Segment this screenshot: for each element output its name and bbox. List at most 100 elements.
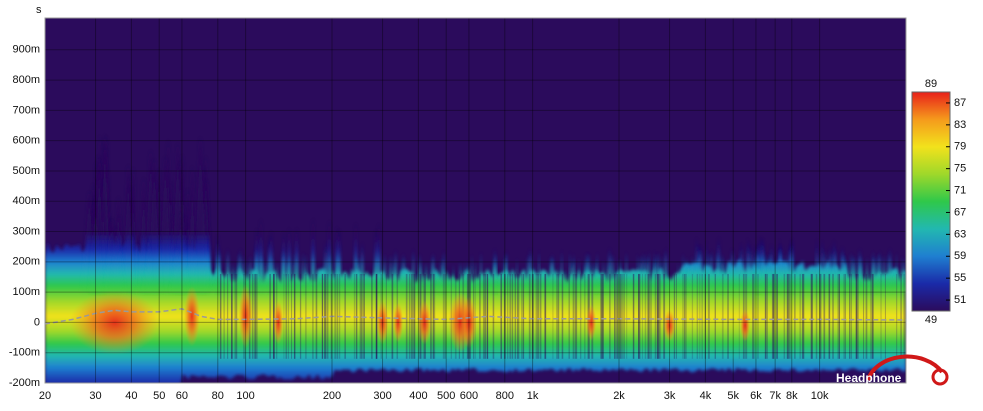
spike	[515, 257, 519, 293]
striation	[647, 273, 649, 359]
spike	[622, 271, 626, 293]
spike	[627, 274, 632, 293]
spike	[275, 261, 280, 293]
striation	[811, 273, 813, 359]
striation	[644, 273, 647, 359]
striation	[802, 273, 804, 359]
spike	[506, 274, 511, 293]
striation	[765, 273, 767, 359]
striation	[794, 273, 796, 359]
x-tick-label: 6k	[750, 390, 762, 402]
spike	[193, 136, 208, 293]
spike	[858, 265, 861, 293]
spike	[223, 274, 227, 293]
spike	[797, 260, 802, 293]
striation	[283, 273, 285, 359]
striation	[849, 273, 851, 359]
spike	[594, 259, 599, 293]
colorbar-tick-label: 83	[954, 119, 966, 131]
striation	[870, 273, 872, 359]
spike	[373, 228, 379, 293]
spike	[740, 241, 745, 293]
spike	[388, 254, 394, 293]
striation	[572, 273, 574, 359]
spike	[393, 249, 398, 293]
striation	[623, 273, 625, 359]
colorbar-tick-label: 67	[954, 206, 966, 218]
striation	[658, 273, 660, 359]
striation	[518, 273, 520, 359]
striation	[811, 273, 813, 359]
spike	[466, 263, 473, 293]
striation	[647, 273, 650, 359]
striation	[787, 273, 789, 359]
striation	[757, 273, 759, 359]
hot-spot	[460, 296, 477, 349]
hot-spot	[586, 304, 597, 341]
striation	[285, 273, 288, 359]
spike	[433, 267, 438, 293]
striation	[654, 273, 657, 359]
striation	[532, 273, 535, 359]
striation	[682, 273, 684, 359]
striation	[844, 273, 846, 359]
striation	[444, 273, 446, 359]
striation	[602, 273, 604, 359]
striation	[699, 273, 701, 359]
striation	[432, 273, 434, 359]
striation	[521, 273, 523, 359]
x-tick-label: 40	[125, 390, 137, 402]
spike	[693, 262, 698, 293]
striation	[235, 273, 238, 359]
striation	[517, 273, 519, 359]
spike	[717, 259, 722, 293]
x-tick-label: 10k	[811, 390, 829, 402]
striation	[255, 273, 257, 359]
striation	[615, 273, 618, 359]
striation	[871, 273, 874, 359]
striation	[776, 273, 778, 359]
striation	[304, 273, 307, 359]
striation	[903, 273, 905, 359]
striation	[632, 273, 634, 359]
spike	[685, 264, 689, 293]
x-tick-label: 50	[153, 390, 165, 402]
spike	[100, 178, 107, 293]
colorbar-tick-label: 63	[954, 228, 966, 240]
spike	[820, 239, 825, 293]
spike	[753, 263, 756, 293]
striation	[786, 273, 789, 359]
striation	[828, 273, 830, 359]
colorbar-tick-label: 87	[954, 97, 966, 109]
spike	[681, 252, 685, 293]
striation	[231, 273, 233, 359]
spike	[593, 274, 597, 293]
spike	[577, 257, 581, 293]
spike	[640, 252, 646, 293]
striation	[738, 273, 740, 359]
striation	[575, 273, 578, 359]
striation	[293, 273, 296, 359]
delay-line	[45, 308, 906, 325]
spike	[582, 264, 587, 293]
striation	[442, 273, 445, 359]
striation	[375, 273, 377, 359]
spike	[399, 260, 403, 293]
spike	[557, 265, 561, 293]
spike	[533, 264, 538, 293]
striation	[517, 273, 519, 359]
x-tick-label: 5k	[727, 390, 739, 402]
striation	[219, 273, 222, 359]
striation	[514, 273, 517, 359]
spike	[437, 271, 443, 293]
spike	[487, 269, 493, 293]
spike	[709, 248, 714, 293]
striation	[573, 273, 575, 359]
striation	[408, 273, 411, 359]
striation	[552, 273, 554, 359]
striation	[773, 273, 776, 359]
spike	[861, 273, 866, 293]
x-tick-label: 800	[496, 390, 514, 402]
x-tick-label: 600	[460, 390, 478, 402]
